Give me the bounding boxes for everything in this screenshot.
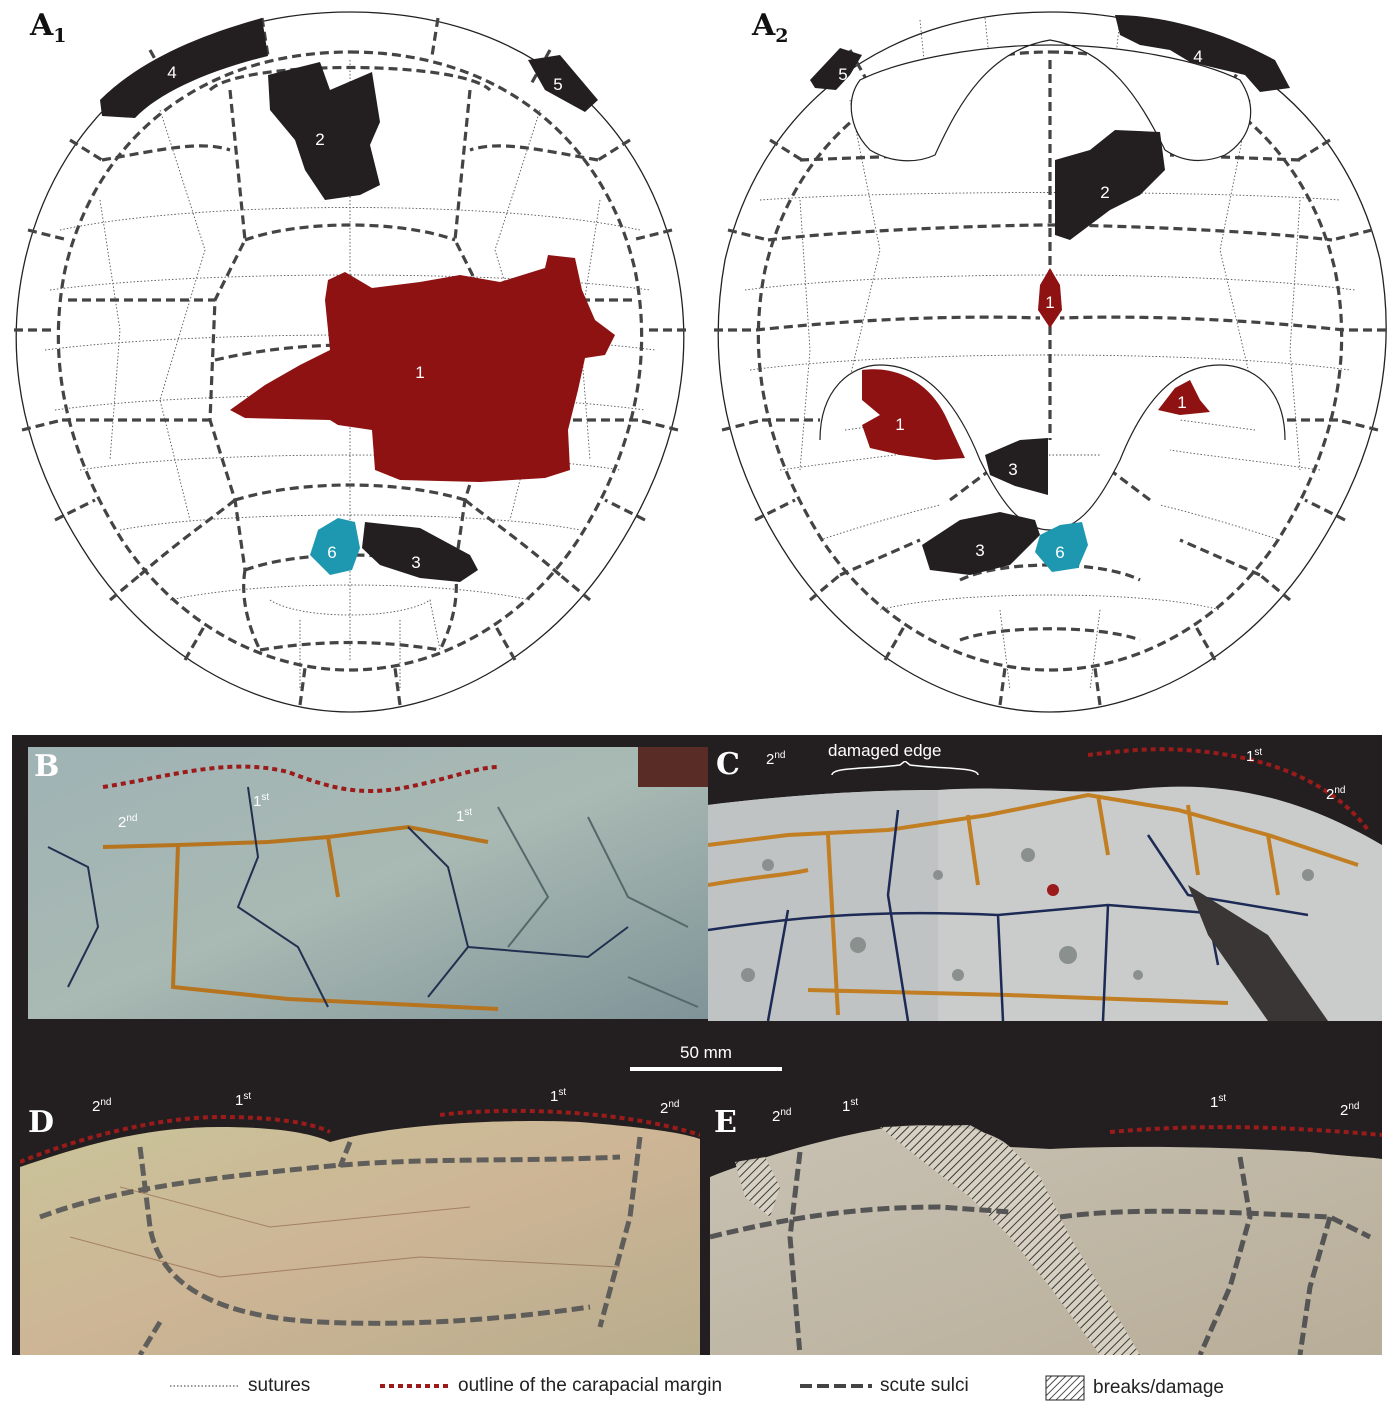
carapace-ventral-view: 4 5 2 1 1 1 3 3 6 bbox=[714, 11, 1387, 713]
label-2nd-e-right: 2nd bbox=[1340, 1101, 1360, 1119]
scale-label: 50 mm bbox=[680, 1043, 732, 1062]
svg-text:5: 5 bbox=[838, 65, 847, 84]
damaged-edge-label: damaged edge bbox=[828, 741, 942, 760]
svg-text:1: 1 bbox=[895, 415, 904, 434]
svg-text:3: 3 bbox=[975, 541, 984, 560]
label-1st-b-b: 1st bbox=[456, 807, 473, 825]
legend-sulci: scute sulci bbox=[800, 1375, 969, 1397]
label-1st-d-left: 1st bbox=[235, 1091, 252, 1109]
label-5: 5 bbox=[553, 75, 562, 94]
label-2nd-e-left: 2nd bbox=[772, 1107, 792, 1125]
panel-label-b: B bbox=[34, 749, 60, 784]
legend-margin-swatch bbox=[380, 1384, 450, 1388]
label-4: 4 bbox=[167, 63, 176, 82]
fragment-3-a1 bbox=[362, 522, 478, 582]
label-2nd-d-left: 2nd bbox=[92, 1097, 112, 1115]
label-2: 2 bbox=[315, 130, 324, 149]
label-1st-b-a: 1st bbox=[253, 792, 270, 810]
fragment-4-a1 bbox=[100, 18, 268, 118]
svg-text:1: 1 bbox=[1045, 293, 1054, 312]
label-2nd-c-right: 2nd bbox=[1326, 785, 1346, 803]
legend-damage: breaks/damage bbox=[1045, 1375, 1224, 1401]
label-1st-d-right: 1st bbox=[550, 1087, 567, 1105]
fragment-6-a1 bbox=[310, 518, 360, 575]
fragment-1b-a2 bbox=[862, 369, 965, 460]
carapace-outline-a2 bbox=[717, 11, 1387, 713]
marginal-sulcus bbox=[56, 50, 644, 672]
photo-c: C 2nd damaged edge 1st 2nd bbox=[708, 735, 1382, 1021]
damaged-edge-bracket bbox=[831, 761, 979, 776]
photo-c-drawing bbox=[708, 747, 1382, 1021]
label-1st-c: 1st bbox=[1246, 747, 1263, 765]
svg-text:3: 3 bbox=[1008, 460, 1017, 479]
label-1: 1 bbox=[415, 363, 424, 382]
scale-line bbox=[630, 1067, 782, 1071]
photo-b: B 2nd 1st 1st bbox=[28, 747, 708, 1019]
fragment-2-a1 bbox=[268, 62, 380, 200]
legend-margin: outline of the carapacial margin bbox=[380, 1375, 722, 1397]
marginal-sulcus-a2 bbox=[756, 50, 1344, 672]
fragment-3a-a2 bbox=[985, 438, 1048, 495]
label-6: 6 bbox=[327, 543, 336, 562]
fragment-1c-a2 bbox=[1158, 380, 1210, 415]
panel-label-a1: A1 bbox=[30, 8, 67, 47]
legend-sulci-swatch bbox=[800, 1384, 872, 1388]
panel-label-a2: A2 bbox=[752, 8, 789, 47]
photo-panel-strip: B 2nd 1st 1st C 2nd damaged edge 1st 2nd bbox=[12, 735, 1382, 1355]
panel-label-c: C bbox=[716, 747, 740, 782]
photo-b-drawing bbox=[28, 747, 708, 1019]
photo-d: D 2nd 1st 1st 2nd bbox=[20, 1087, 700, 1355]
label-1st-e-right: 1st bbox=[1210, 1093, 1227, 1111]
fragment-4-a2 bbox=[1115, 15, 1290, 92]
shell-drawings: .outl { fill:#fff; stroke:#222; stroke-w… bbox=[14, 11, 1387, 713]
photo-e-drawing bbox=[710, 1125, 1382, 1355]
fragment-1a-a2 bbox=[1038, 268, 1062, 328]
damage-zone-e-small bbox=[735, 1157, 780, 1217]
fragment-labels-a2: 4 5 2 1 1 1 3 3 6 bbox=[838, 47, 1202, 562]
label-2nd-c-left: 2nd bbox=[766, 750, 786, 768]
svg-text:6: 6 bbox=[1055, 543, 1064, 562]
scale-bar: 50 mm bbox=[630, 1043, 782, 1071]
panel-label-e: E bbox=[714, 1105, 737, 1140]
fragment-5-a2 bbox=[810, 48, 862, 90]
label-1st-e-left: 1st bbox=[842, 1097, 859, 1115]
legend-sutures: sutures bbox=[170, 1375, 310, 1397]
anterior-opening bbox=[850, 39, 1252, 162]
marginal-radials-a2 bbox=[714, 49, 1386, 706]
label-3: 3 bbox=[411, 553, 420, 572]
photo-e: E 2nd 1st 1st 2nd bbox=[710, 1087, 1382, 1355]
carapace-dorsal-view: 4 5 2 1 3 6 bbox=[14, 11, 686, 713]
panel-label-d: D bbox=[28, 1105, 55, 1140]
label-2nd-d-right: 2nd bbox=[660, 1099, 680, 1117]
svg-text:4: 4 bbox=[1193, 47, 1202, 66]
fragment-1-a1 bbox=[230, 255, 615, 482]
legend-sutures-swatch bbox=[170, 1385, 240, 1387]
fragment-6-a2 bbox=[1035, 522, 1088, 572]
fragment-2-a2 bbox=[1055, 130, 1165, 240]
svg-text:1: 1 bbox=[1177, 393, 1186, 412]
legend-damage-swatch bbox=[1045, 1375, 1085, 1401]
photo-d-drawing bbox=[20, 1108, 700, 1355]
svg-text:2: 2 bbox=[1100, 183, 1109, 202]
fragment-5-a1 bbox=[528, 55, 598, 112]
damage-zone-e-large bbox=[880, 1125, 1140, 1355]
fragment-labels-a1: 4 5 2 1 3 6 bbox=[167, 63, 562, 572]
fragment-3b-a2 bbox=[922, 512, 1040, 575]
label-2nd-b: 2nd bbox=[118, 813, 138, 831]
